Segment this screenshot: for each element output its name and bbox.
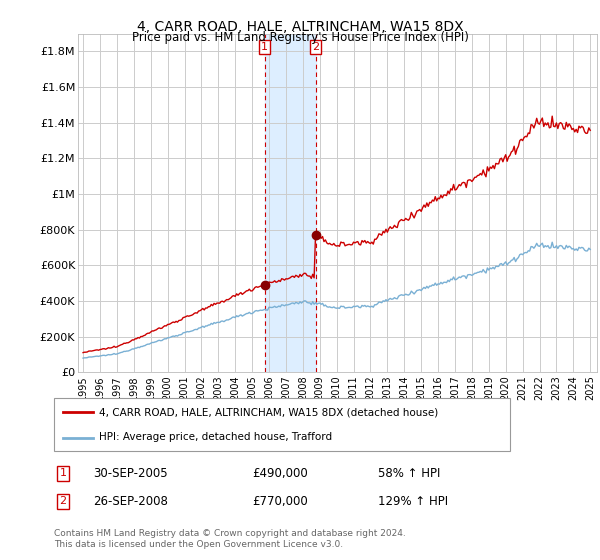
Text: £490,000: £490,000 (252, 466, 308, 480)
Text: 2: 2 (312, 42, 319, 52)
Text: 2: 2 (59, 496, 67, 506)
Text: 4, CARR ROAD, HALE, ALTRINCHAM, WA15 8DX (detached house): 4, CARR ROAD, HALE, ALTRINCHAM, WA15 8DX… (99, 408, 438, 418)
Text: 4, CARR ROAD, HALE, ALTRINCHAM, WA15 8DX: 4, CARR ROAD, HALE, ALTRINCHAM, WA15 8DX (137, 20, 463, 34)
Text: 26-SEP-2008: 26-SEP-2008 (93, 494, 168, 508)
Text: Contains HM Land Registry data © Crown copyright and database right 2024.
This d: Contains HM Land Registry data © Crown c… (54, 529, 406, 549)
Text: 58% ↑ HPI: 58% ↑ HPI (378, 466, 440, 480)
Text: 129% ↑ HPI: 129% ↑ HPI (378, 494, 448, 508)
Text: 1: 1 (59, 468, 67, 478)
Text: 30-SEP-2005: 30-SEP-2005 (93, 466, 167, 480)
Bar (265, 34, 316, 372)
Text: 1: 1 (262, 42, 268, 52)
Text: £770,000: £770,000 (252, 494, 308, 508)
Text: Price paid vs. HM Land Registry's House Price Index (HPI): Price paid vs. HM Land Registry's House … (131, 31, 469, 44)
Text: HPI: Average price, detached house, Trafford: HPI: Average price, detached house, Traf… (99, 432, 332, 442)
